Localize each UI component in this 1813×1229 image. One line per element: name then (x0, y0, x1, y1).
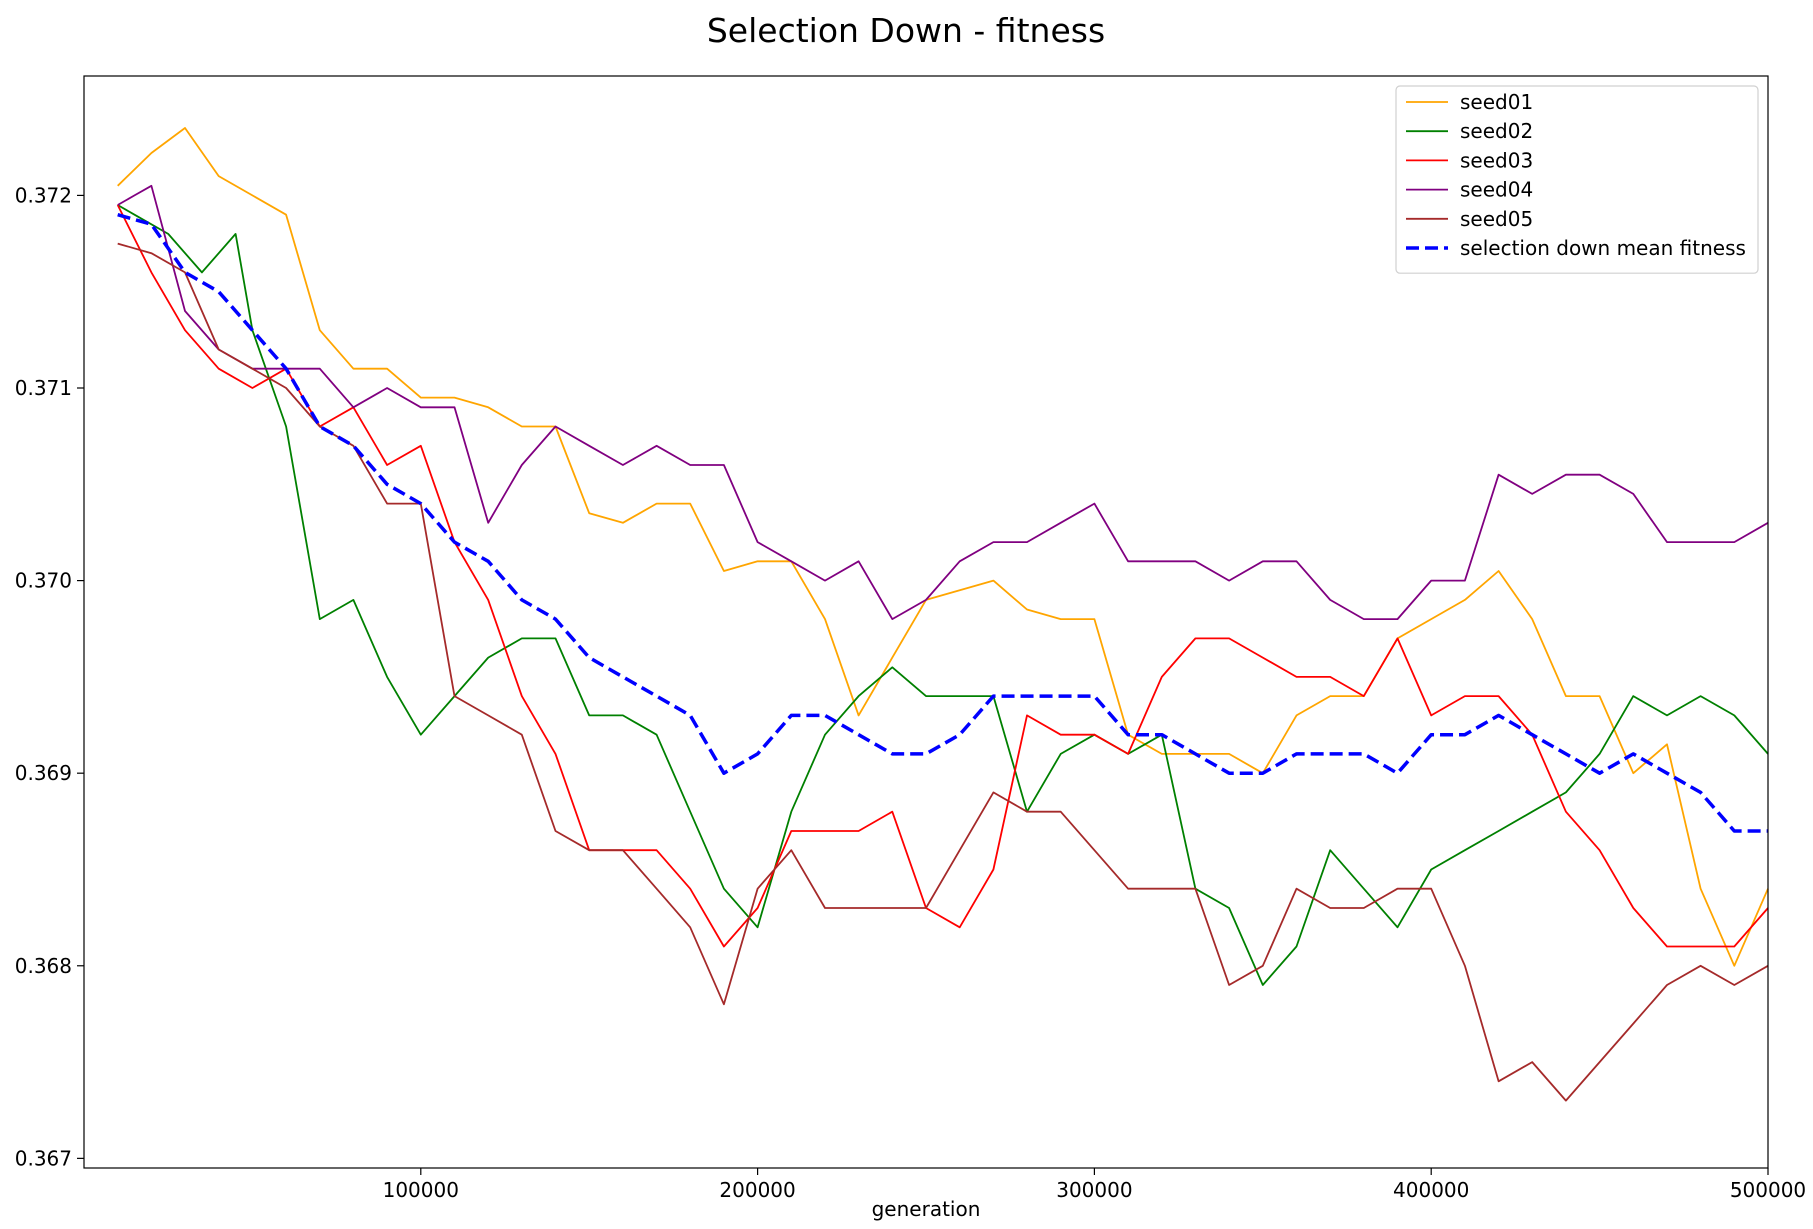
legend-label: seed03 (1460, 148, 1533, 172)
legend-label: selection down mean fitness (1460, 236, 1746, 260)
series-line-1 (117, 204, 1769, 986)
x-axis-label: generation (872, 1197, 981, 1221)
series-line-4 (117, 242, 1769, 1102)
series-layer (116, 127, 1769, 1102)
legend-label: seed05 (1460, 207, 1533, 231)
x-tick-label: 100000 (383, 1178, 459, 1202)
series-line-5 (117, 213, 1768, 833)
legend-box (1395, 85, 1759, 274)
series-line-0 (117, 127, 1769, 967)
x-tick-label: 200000 (719, 1178, 795, 1202)
legend-label: seed04 (1460, 178, 1533, 202)
x-tick-label: 300000 (1056, 1178, 1132, 1202)
y-tick-label: 0.372 (15, 183, 72, 207)
y-tick-label: 0.369 (15, 761, 72, 785)
y-tick-label: 0.368 (15, 954, 72, 978)
legend-label: seed01 (1460, 90, 1533, 114)
x-tick-label: 400000 (1393, 1178, 1469, 1202)
legend: seed01 seed02 seed03 seed04 seed05 selection … (1395, 85, 1759, 274)
series-line-2 (116, 204, 1769, 948)
series-line-3 (117, 184, 1769, 620)
chart-title: Selection Down - fitness (707, 11, 1105, 50)
y-tick-label: 0.370 (15, 569, 72, 593)
y-tick-label: 0.367 (15, 1146, 72, 1170)
legend-label: seed02 (1460, 119, 1533, 143)
plot-frame (83, 75, 1769, 1169)
y-axis: 0.367 0.368 0.369 0.370 0.371 0.372 (15, 183, 84, 1170)
x-tick-label: 500000 (1730, 1178, 1806, 1202)
y-tick-label: 0.371 (15, 376, 72, 400)
x-axis: 100000 200000 300000 400000 500000 (383, 1168, 1806, 1202)
